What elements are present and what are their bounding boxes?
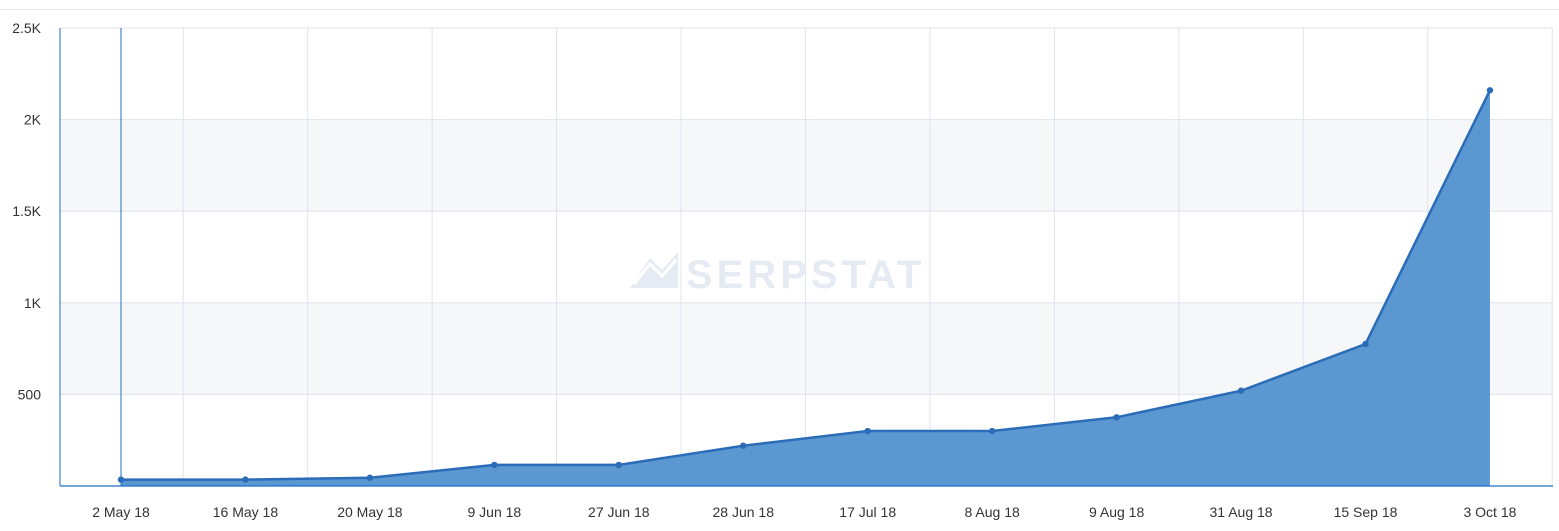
x-tick-label: 31 Aug 18 xyxy=(1210,504,1273,520)
x-axis-labels: 2 May 18 16 May 18 20 May 18 9 Jun 18 27 Jun… xyxy=(92,504,1516,520)
y-tick-label: 2.5K xyxy=(12,20,41,36)
x-tick-label: 8 Aug 18 xyxy=(965,504,1020,520)
series-line xyxy=(121,89,1492,481)
x-tick-label: 28 Jun 18 xyxy=(713,504,775,520)
axes xyxy=(59,28,1553,487)
data-point xyxy=(242,476,249,483)
serpstat-watermark: SERPSTAT xyxy=(630,252,925,297)
y-tick-label: 1K xyxy=(24,295,42,311)
data-point xyxy=(864,427,871,435)
x-tick-label: 15 Sep 18 xyxy=(1334,504,1398,520)
plot-bands xyxy=(60,119,1553,395)
x-tick-label: 16 May 18 xyxy=(213,504,279,520)
series-layer xyxy=(117,87,1494,487)
data-point xyxy=(615,461,622,469)
data-point xyxy=(740,442,747,449)
y-tick-label: 2K xyxy=(24,112,42,128)
x-tick-label: 27 Jun 18 xyxy=(588,504,650,520)
data-point xyxy=(1237,387,1245,394)
data-point xyxy=(491,461,498,469)
x-tick-label: 9 Jun 18 xyxy=(467,504,521,520)
x-tick-label: 9 Aug 18 xyxy=(1089,504,1144,520)
x-tick-label: 2 May 18 xyxy=(92,504,150,520)
x-tick-label: 20 May 18 xyxy=(337,504,403,520)
data-point xyxy=(1362,340,1369,348)
serpstat-logo-icon xyxy=(630,252,678,288)
plot-band-1 xyxy=(60,119,1553,212)
data-point xyxy=(988,427,996,435)
watermark-text: SERPSTAT xyxy=(686,253,925,297)
y-tick-label: 1.5K xyxy=(12,203,41,219)
data-point xyxy=(366,474,374,481)
x-tick-label: 3 Oct 18 xyxy=(1463,504,1516,520)
x-tick-label: 17 Jul 18 xyxy=(839,504,896,520)
y-tick-label: 500 xyxy=(18,386,42,402)
area-fill xyxy=(121,90,1490,487)
horizontal-gridlines xyxy=(60,27,1553,395)
data-point xyxy=(1486,87,1494,94)
y-axis-labels: 500 1K 1.5K 2K 2.5K xyxy=(12,20,41,402)
data-point xyxy=(1113,414,1120,421)
